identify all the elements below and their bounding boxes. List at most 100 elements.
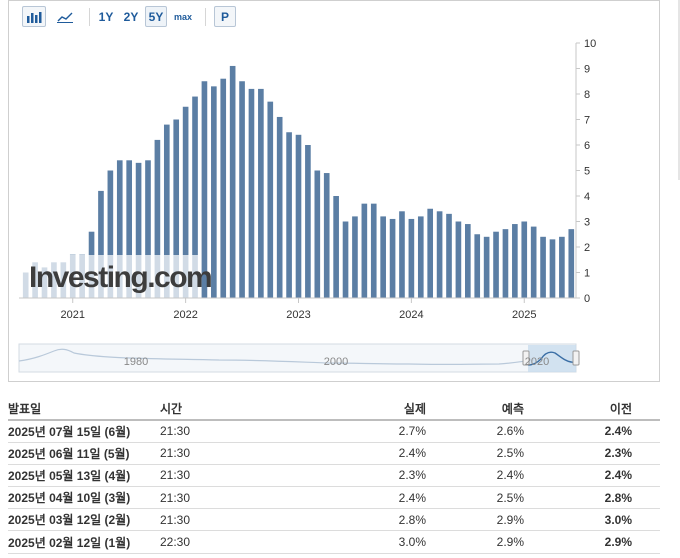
chart-bar[interactable]	[455, 221, 462, 299]
chart-bar[interactable]	[267, 101, 274, 299]
chart-bar[interactable]	[361, 203, 368, 298]
forecast-value: 2.9%	[454, 530, 552, 554]
chart-bar[interactable]	[173, 119, 180, 299]
chart-bar[interactable]	[135, 162, 142, 298]
table-row: 2025년 07월 15일 (6월) 21:30 2.7% 2.6% 2.4%	[8, 420, 660, 443]
chart-bar[interactable]	[352, 216, 358, 298]
forecast-value: 2.6%	[454, 420, 552, 443]
header-date: 발표일	[8, 398, 160, 421]
range-5y-button[interactable]: 5Y	[145, 6, 167, 27]
chart-bar[interactable]	[182, 106, 189, 298]
range-max-button[interactable]: max	[170, 6, 196, 27]
chart-bar[interactable]	[446, 213, 452, 298]
release-time: 21:30	[160, 486, 340, 510]
chart-bar[interactable]	[229, 65, 236, 298]
toolbar-divider	[205, 8, 206, 26]
chart-bar[interactable]	[399, 211, 405, 298]
chart-bar[interactable]	[568, 229, 575, 298]
chart-bar[interactable]	[483, 236, 490, 298]
chart-bar[interactable]	[163, 124, 170, 298]
navigator-right-handle[interactable]	[572, 350, 580, 366]
chart-bar[interactable]	[126, 160, 132, 298]
chart-bar[interactable]	[154, 139, 161, 298]
chart-bar[interactable]	[521, 221, 528, 299]
chart-bar[interactable]	[436, 211, 443, 298]
line-chart-button[interactable]	[53, 6, 77, 27]
chart-bar[interactable]	[116, 160, 123, 298]
y-tick-label: 4	[584, 191, 590, 203]
chart-bar[interactable]	[530, 226, 537, 298]
toolbar-divider	[89, 8, 90, 26]
previous-value: 2.4%	[552, 464, 660, 488]
chart-bar[interactable]	[211, 86, 217, 298]
p-button[interactable]: P	[214, 6, 236, 27]
chart-toolbar: 1Y 2Y 5Y max P	[9, 1, 659, 33]
forecast-value: 2.4%	[454, 464, 552, 488]
y-tick-label: 0	[584, 293, 590, 305]
chart-bar[interactable]	[333, 196, 339, 298]
navigator-left-handle[interactable]	[522, 350, 530, 366]
table-header-row: 발표일 시간 실제 예측 이전	[8, 398, 660, 421]
chart-bar[interactable]	[408, 218, 415, 298]
chart-bar[interactable]	[323, 173, 330, 298]
range-2y-button[interactable]: 2Y	[123, 9, 139, 24]
navigator-background	[18, 343, 577, 373]
range-1y-button[interactable]: 1Y	[98, 9, 114, 24]
chart-bar[interactable]	[201, 81, 208, 298]
chart-bar[interactable]	[107, 170, 114, 299]
actual-value: 2.3%	[340, 464, 454, 488]
x-axis: 2021 2022 2023 2024 2025	[60, 298, 537, 321]
chart-bar[interactable]	[465, 224, 471, 298]
chart-bar[interactable]	[305, 145, 311, 298]
forecast-value: 2.9%	[454, 508, 552, 532]
actual-value: 3.0%	[340, 530, 454, 554]
page-scroll-edge	[678, 0, 680, 180]
chart-bar[interactable]	[502, 229, 509, 298]
release-date: 2025년 05월 13일 (4월)	[8, 464, 160, 488]
actual-value: 2.8%	[340, 508, 454, 532]
y-tick-label: 9	[584, 64, 590, 76]
navigator-selection[interactable]	[528, 345, 576, 372]
chart-bar[interactable]	[220, 78, 227, 298]
x-tick-label: 2025	[512, 309, 536, 321]
y-tick-label: 10	[584, 38, 596, 50]
y-tick-label: 8	[584, 89, 590, 101]
chart-bar[interactable]	[512, 224, 518, 298]
release-date: 2025년 02월 12일 (1월)	[8, 530, 160, 554]
chart-bar[interactable]	[314, 170, 321, 299]
navigator-history-line	[18, 348, 535, 366]
chart-bar[interactable]	[98, 190, 104, 298]
chart-bar[interactable]	[342, 221, 349, 299]
actual-value: 2.4%	[340, 486, 454, 510]
previous-value: 2.8%	[552, 486, 660, 510]
x-tick-label: 2024	[399, 309, 423, 321]
y-tick-label: 6	[584, 140, 590, 152]
navigator-year-label: 1980	[124, 356, 148, 368]
chart-bar[interactable]	[427, 208, 434, 298]
chart-bar[interactable]	[239, 81, 245, 298]
bar-chart-button[interactable]	[22, 6, 46, 27]
chart-bar[interactable]	[370, 203, 377, 298]
chart-bar[interactable]	[549, 239, 556, 298]
chart-bar[interactable]	[389, 218, 396, 298]
release-time: 21:30	[160, 420, 340, 443]
chart-bar[interactable]	[276, 116, 283, 298]
chart-bar[interactable]	[493, 231, 499, 298]
chart-bar[interactable]	[192, 96, 198, 298]
chart-bar[interactable]	[559, 236, 565, 298]
release-time: 22:30	[160, 530, 340, 554]
chart-bar[interactable]	[540, 236, 546, 298]
chart-bar[interactable]	[248, 88, 255, 299]
table-row: 2025년 05월 13일 (4월) 21:30 2.3% 2.4% 2.4%	[8, 464, 660, 488]
chart-bar[interactable]	[258, 88, 264, 299]
range-navigator[interactable]: 1980 2000 2020	[18, 343, 580, 373]
bar-chart-icon	[27, 11, 42, 23]
chart-bar[interactable]	[474, 234, 481, 298]
chart-bar[interactable]	[295, 134, 302, 298]
chart-bar[interactable]	[286, 132, 292, 298]
chart-bar[interactable]	[145, 160, 151, 298]
chart-bar[interactable]	[417, 216, 424, 298]
chart-bar[interactable]	[380, 216, 386, 298]
navigator-labels: 1980 2000 2020	[124, 356, 549, 368]
